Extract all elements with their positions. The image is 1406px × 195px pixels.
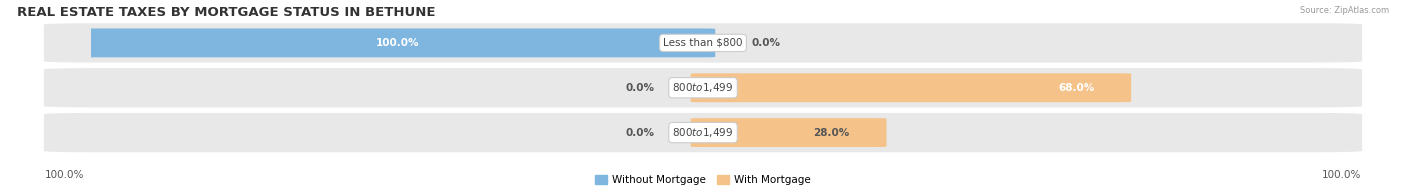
Text: $800 to $1,499: $800 to $1,499	[672, 81, 734, 94]
FancyBboxPatch shape	[42, 22, 1364, 64]
Legend: Without Mortgage, With Mortgage: Without Mortgage, With Mortgage	[591, 171, 815, 190]
Text: $800 to $1,499: $800 to $1,499	[672, 126, 734, 139]
Text: 68.0%: 68.0%	[1059, 83, 1094, 93]
FancyBboxPatch shape	[79, 28, 716, 57]
Text: 100.0%: 100.0%	[1322, 170, 1361, 181]
Text: 100.0%: 100.0%	[45, 170, 84, 181]
Text: 0.0%: 0.0%	[752, 38, 780, 48]
FancyBboxPatch shape	[42, 67, 1364, 109]
Text: 28.0%: 28.0%	[814, 128, 849, 138]
Text: 100.0%: 100.0%	[375, 38, 419, 48]
FancyBboxPatch shape	[690, 118, 887, 147]
Text: 0.0%: 0.0%	[626, 83, 654, 93]
Text: Source: ZipAtlas.com: Source: ZipAtlas.com	[1301, 6, 1389, 15]
FancyBboxPatch shape	[42, 112, 1364, 154]
FancyBboxPatch shape	[690, 73, 1132, 102]
Text: REAL ESTATE TAXES BY MORTGAGE STATUS IN BETHUNE: REAL ESTATE TAXES BY MORTGAGE STATUS IN …	[17, 6, 436, 19]
Text: 0.0%: 0.0%	[626, 128, 654, 138]
Text: Less than $800: Less than $800	[664, 38, 742, 48]
